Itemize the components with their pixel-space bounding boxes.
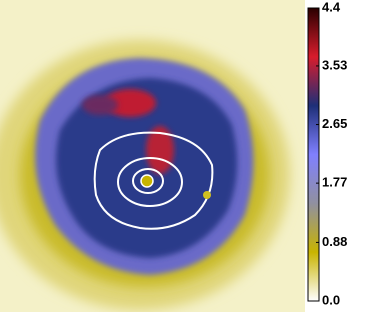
colorbar-tick-label: 0.0 <box>322 292 340 307</box>
colorbar <box>307 7 320 302</box>
colorbar-tick-label: 1.77 <box>322 175 347 190</box>
colorbar-tick-label: 4.4 <box>322 0 341 14</box>
colorbar-tick-label: 3.53 <box>322 57 347 72</box>
colorbar-tick-label: 0.88 <box>322 234 347 249</box>
map-image <box>0 0 305 312</box>
colorbar-tick-label: 2.65 <box>322 116 347 131</box>
